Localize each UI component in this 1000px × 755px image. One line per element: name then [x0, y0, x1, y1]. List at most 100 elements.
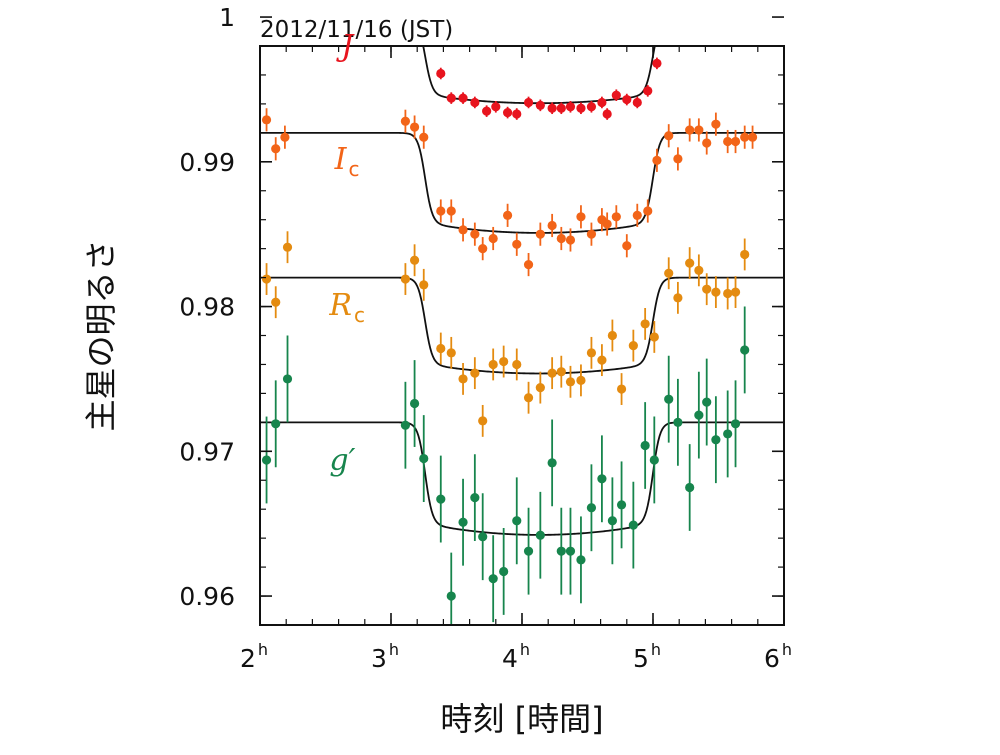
data-point — [419, 132, 429, 142]
data-point — [602, 219, 612, 229]
data-point — [685, 125, 695, 135]
data-point — [271, 144, 281, 154]
data-point — [586, 102, 597, 112]
y-tick-label: 0.96 — [179, 582, 235, 611]
y-axis-title: 主星の明るさ — [82, 239, 120, 431]
data-point — [664, 394, 674, 404]
x-axis-title: 時刻 [時間] — [440, 700, 603, 738]
data-point — [280, 132, 290, 142]
data-point — [664, 131, 674, 141]
data-point — [547, 368, 557, 378]
data-point — [586, 503, 597, 513]
data-point — [649, 455, 659, 465]
data-point — [488, 574, 498, 584]
data-point — [694, 410, 704, 420]
data-point — [488, 233, 498, 244]
data-point — [512, 239, 522, 249]
data-point — [702, 284, 712, 294]
data-point — [711, 119, 721, 129]
model-curve-0 — [422, 46, 656, 105]
data-point — [652, 58, 662, 68]
data-point — [565, 546, 576, 556]
data-point — [565, 377, 576, 387]
data-point — [261, 115, 272, 125]
data-point — [470, 97, 480, 108]
data-point — [632, 210, 642, 220]
data-point — [458, 93, 468, 103]
data-point — [702, 138, 712, 148]
data-point — [607, 330, 617, 341]
data-point — [597, 97, 607, 108]
data-point — [757, 17, 766, 26]
data-point — [523, 546, 534, 556]
data-point — [446, 348, 456, 358]
data-point — [547, 220, 557, 231]
data-point — [556, 103, 566, 113]
data-point — [640, 440, 650, 451]
data-point — [565, 102, 576, 112]
data-point — [643, 206, 653, 216]
data-point — [740, 132, 750, 142]
data-point — [535, 100, 545, 110]
data-point — [723, 14, 732, 23]
data-point — [446, 206, 456, 216]
data-point — [535, 530, 545, 540]
data-point — [694, 8, 703, 17]
data-point — [664, 11, 673, 20]
data-point — [271, 5, 280, 14]
data-point — [271, 419, 281, 429]
data-point — [702, 397, 712, 407]
data-point — [685, 258, 695, 268]
data-point — [730, 136, 741, 147]
data-point — [436, 206, 446, 216]
data-point — [673, 12, 682, 21]
data-point — [556, 546, 566, 556]
data-point — [502, 210, 513, 220]
data-point — [446, 93, 456, 103]
band-labels: JI cR cg′ — [328, 29, 365, 478]
data-point — [436, 68, 446, 79]
data-point — [632, 97, 642, 108]
data-point — [673, 293, 683, 303]
data-point — [261, 274, 272, 284]
data-point — [458, 225, 468, 235]
data-point — [694, 265, 704, 275]
data-point — [731, 18, 740, 27]
data-point — [502, 107, 513, 118]
data-point — [478, 532, 488, 542]
data-point — [523, 393, 534, 403]
data-point — [523, 97, 534, 108]
data-point — [547, 458, 557, 468]
data-point — [751, 18, 760, 27]
data-point — [470, 368, 480, 378]
data-point — [694, 125, 704, 135]
data-point — [436, 343, 446, 354]
data-point — [478, 244, 488, 254]
data-point — [730, 287, 741, 297]
data-point — [640, 319, 650, 329]
data-point — [747, 132, 758, 142]
data-point — [488, 359, 498, 370]
model-curve-2 — [260, 276, 784, 375]
data-point — [576, 212, 586, 222]
data-point — [499, 566, 509, 577]
data-point — [400, 274, 411, 284]
y-tick-label: 0.99 — [179, 148, 235, 177]
data-point — [470, 229, 480, 239]
data-point — [602, 109, 612, 119]
data-point — [499, 356, 509, 367]
data-point — [409, 255, 420, 265]
series-label: g′ — [329, 443, 355, 478]
data-point — [586, 348, 597, 358]
data-point — [512, 516, 522, 526]
data-point — [711, 12, 720, 21]
data-point — [419, 280, 429, 290]
tick-labels: 2 h 3 h 4 h 5 h 6 h 0.96 0.97 0.98 0.99 1 — [179, 3, 792, 673]
data-point — [730, 419, 741, 429]
data-point — [491, 102, 501, 112]
